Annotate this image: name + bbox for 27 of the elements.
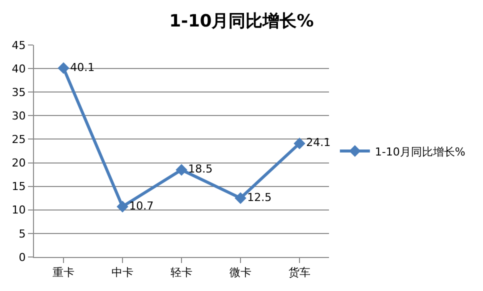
point [116,200,128,212]
y-tick-label: 0 [18,250,26,264]
x-tick-label: 微卡 [230,266,252,280]
y-tick-label: 40 [12,62,26,76]
chart-title: 1-10月同比增长% [169,11,314,32]
data-label: 40.1 [70,60,95,74]
point [234,192,246,204]
data-label: 10.7 [129,199,154,212]
y-tick-label: 30 [12,110,26,123]
y-tick-label: 45 [12,38,26,52]
data-label: 12.5 [247,190,272,204]
x-tick-label: 货车 [288,266,310,280]
x-tick-label: 中卡 [112,266,134,280]
y-tick-label: 15 [12,180,26,194]
point [58,62,70,74]
legend-label: 1-10月同比增长% [374,145,466,158]
y-tick-label: 35 [12,86,26,99]
y-tick-label: 10 [12,204,26,217]
y-tick-label: 20 [12,156,26,170]
data-label: 24.1 [306,136,331,150]
data-label: 18.5 [188,162,213,176]
point [176,164,188,176]
x-tick-label: 轻卡 [170,266,192,280]
y-tick-label: 25 [12,133,26,146]
point [294,138,306,150]
x-tick-label: 重卡 [52,266,74,280]
y-tick-label: 5 [18,227,26,240]
